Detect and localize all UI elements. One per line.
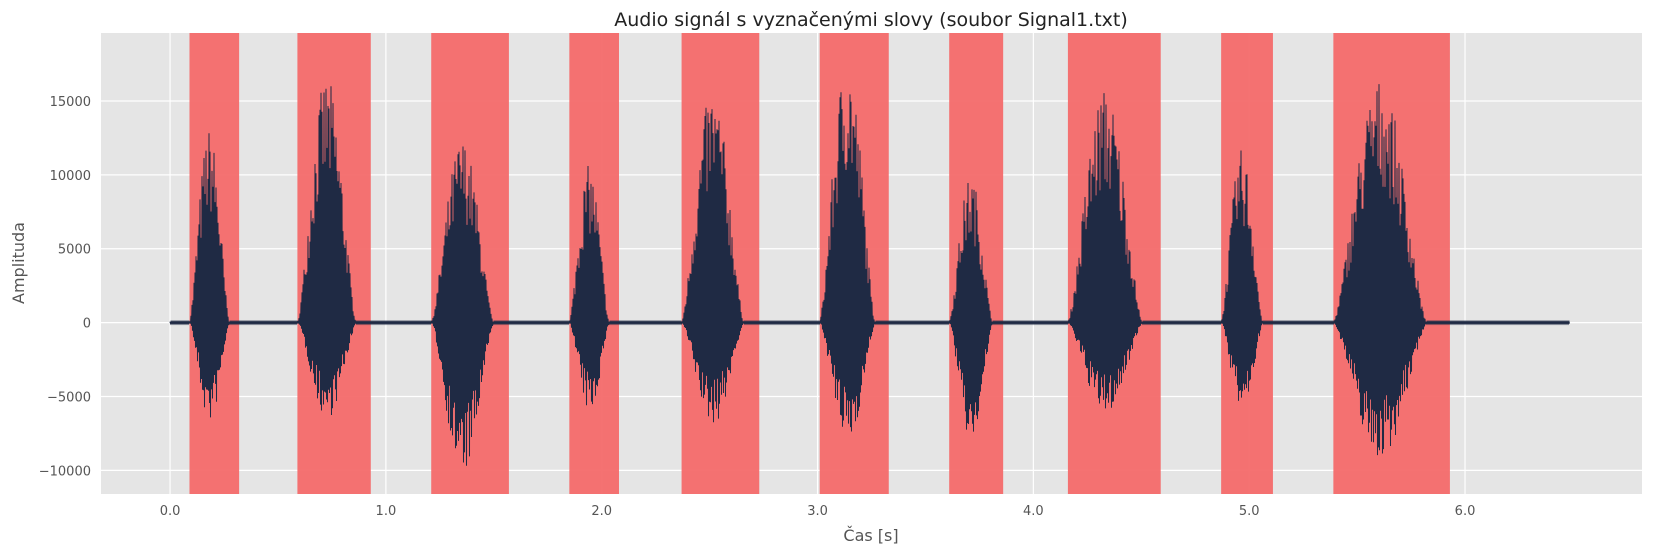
y-tick-label: 5000 [58, 243, 91, 258]
x-tick-label: 3.0 [807, 504, 828, 519]
x-tick-label: 2.0 [591, 504, 612, 519]
y-axis-label: Amplituda [9, 222, 28, 304]
signal-line [169, 84, 1570, 466]
y-tick-label: 0 [83, 317, 91, 332]
y-tick-label: 10000 [50, 169, 91, 184]
y-tick-labels: −10000 −5000 0 5000 10000 15000 [39, 95, 91, 479]
y-tick-label: −10000 [39, 464, 91, 479]
x-tick-label: 0.0 [160, 504, 181, 519]
x-tick-label: 5.0 [1239, 504, 1260, 519]
x-tick-label: 6.0 [1455, 504, 1476, 519]
chart-title: Audio signál s vyznačenými slovy (soubor… [614, 9, 1128, 31]
y-tick-label: −5000 [47, 390, 91, 405]
y-tick-label: 15000 [50, 95, 91, 110]
x-tick-label: 1.0 [376, 504, 397, 519]
x-tick-labels: 0.0 1.0 2.0 3.0 4.0 5.0 6.0 [160, 504, 1476, 519]
x-axis-label: Čas [s] [843, 526, 898, 545]
x-tick-label: 4.0 [1023, 504, 1044, 519]
